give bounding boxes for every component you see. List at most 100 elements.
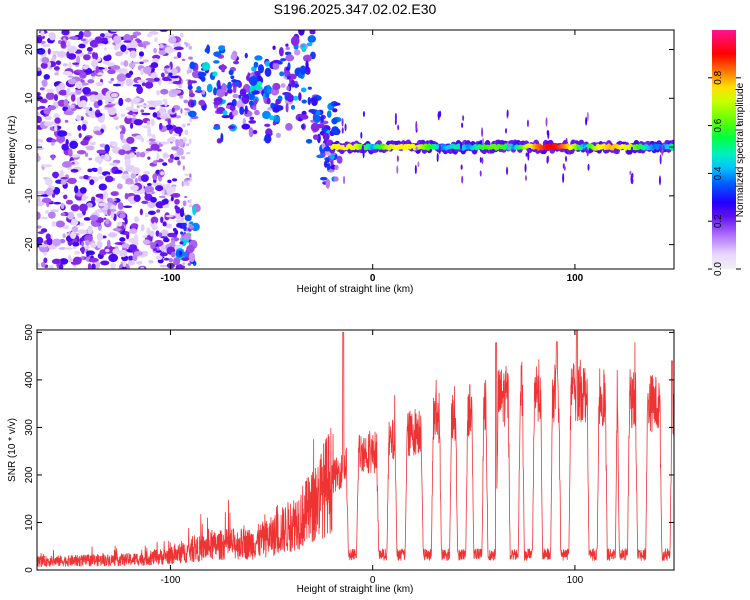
heatmap-structure-cell (213, 126, 221, 130)
heatmap-noise-cell (58, 83, 64, 89)
heatmap-streak-cell (629, 170, 632, 176)
heatmap-structure-cell (195, 89, 203, 94)
heatmap-streak-cell (659, 146, 662, 152)
heatmap-noise-cell (159, 264, 168, 268)
heatmap-structure-cell (254, 98, 258, 105)
heatmap-streak-cell (481, 127, 484, 138)
heatmap-noise-cell (153, 222, 157, 229)
heatmap-noise-cell (127, 260, 135, 266)
heatmap-noise-cell (90, 72, 96, 77)
heatmap-noise-cell (108, 162, 118, 166)
heatmap-structure-cell (178, 250, 183, 256)
heatmap-structure-cell (307, 86, 312, 90)
heatmap-hotspot (315, 110, 321, 116)
heatmap-noise-cell (173, 156, 180, 161)
heatmap-noise-cell (62, 233, 66, 239)
heatmap-structure-cell (286, 85, 290, 91)
snr-y-ticks: 0 100 200 300 400 500 (24, 324, 674, 573)
heatmap-noise-cell (159, 252, 168, 257)
heatmap-structure-cell (278, 46, 284, 57)
heatmap-structure-cell (332, 108, 338, 113)
heatmap-structure-cell (241, 123, 251, 130)
heatmap-noise-cell (66, 211, 75, 220)
heatmap-noise-cell (53, 94, 59, 102)
heatmap-noise-cell (129, 228, 138, 234)
heatmap-noise-cell (188, 203, 193, 208)
heatmap-structure-cell (227, 88, 233, 94)
heatmap-structure-cell (232, 109, 239, 116)
heatmap-structure-cell (185, 272, 189, 280)
heatmap-noise-cell (160, 216, 164, 224)
heatmap-noise-cell (79, 203, 88, 212)
heatmap-noise-cell (85, 250, 95, 256)
heatmap-noise-cell (163, 68, 168, 72)
heatmap-streak-cell (662, 145, 665, 152)
heatmap-noise-cell (147, 80, 156, 83)
heatmap-hotspot (256, 81, 262, 87)
heatmap-noise-cell (94, 130, 102, 135)
heatmap-noise-cell (41, 56, 50, 64)
heatmap-noise-cell (152, 54, 161, 60)
heatmap-noise-cell (63, 98, 69, 107)
heatmap-noise-cell (120, 44, 127, 52)
snr-x-ticks: -100 0 100 (160, 330, 584, 586)
heatmap-noise-cell (69, 140, 79, 149)
heatmap-noise-cell (140, 174, 149, 182)
heatmap-structure-cell (286, 75, 291, 80)
heatmap-noise-cell (108, 80, 113, 84)
heatmap-noise-cell (158, 50, 167, 56)
heatmap-noise-cell (186, 181, 190, 187)
heatmap-noise-cell (68, 61, 72, 70)
heatmap-noise-cell (130, 184, 139, 191)
heatmap-structure-cell (177, 263, 184, 269)
heatmap-noise-cell (47, 48, 51, 55)
heatmap-noise-cell (112, 227, 122, 232)
heatmap-noise-cell (133, 119, 143, 126)
heatmap-noise-cell (184, 173, 190, 176)
heatmap-noise-cell (43, 107, 51, 115)
heatmap-noise-cell (45, 116, 52, 121)
heatmap-noise-cell (136, 79, 146, 83)
heatmap-streak-cell (505, 128, 508, 134)
heatmap-noise-cell (37, 138, 42, 143)
heatmap-structure-cell (294, 21, 297, 30)
heatmap-structure-cell (298, 92, 302, 101)
heatmap-structure-cell (249, 75, 258, 86)
heatmap-noise-cell (107, 69, 116, 75)
heatmap-structure-cell (306, 42, 313, 47)
heatmap-noise-cell (123, 33, 132, 43)
heatmap-hotspot (234, 81, 240, 87)
heatmap-noise-cell (103, 47, 107, 51)
snr-x-axis-label: Height of straight line (km) (297, 584, 414, 595)
heatmap-noise-cell (99, 143, 107, 148)
heatmap-noise-cell (147, 210, 156, 215)
heatmap-noise-cell (89, 94, 98, 103)
heatmap-noise-cell (72, 242, 80, 247)
heatmap-noise-cell (40, 261, 46, 268)
heatmap-structure-cell (280, 83, 286, 88)
heatmap-structure-cell (238, 94, 242, 99)
heatmap-noise-cell (60, 202, 65, 210)
heatmap-noise-cell (178, 140, 184, 146)
heatmap-noise-cell (50, 209, 60, 213)
heatmap-noise-cell (78, 31, 84, 39)
heatmap-noise-cell (51, 154, 55, 161)
heatmap-noise-cell (85, 145, 95, 151)
heatmap-structure-cell (254, 109, 260, 116)
heatmap-structure-cell (184, 268, 186, 269)
heatmap-noise-cell (158, 107, 165, 115)
heatmap-noise-cell (107, 197, 113, 203)
heatmap-structure-cell (325, 178, 331, 189)
heatmap-noise-cell (124, 192, 129, 200)
heatmap-structure-cell (181, 257, 190, 262)
heatmap-noise-cell (77, 229, 88, 234)
heatmap-noise-cell (87, 51, 93, 55)
heatmap-noise-cell (37, 107, 42, 110)
heatmap-noise-cell (180, 217, 185, 221)
heatmap-noise-cell (155, 255, 163, 261)
heatmap-noise-cell (67, 177, 77, 185)
heatmap-noise-cell (177, 160, 181, 166)
heatmap-noise-cell (96, 232, 104, 242)
heatmap-noise-cell (142, 125, 151, 129)
heatmap-streak-cell (482, 137, 485, 146)
